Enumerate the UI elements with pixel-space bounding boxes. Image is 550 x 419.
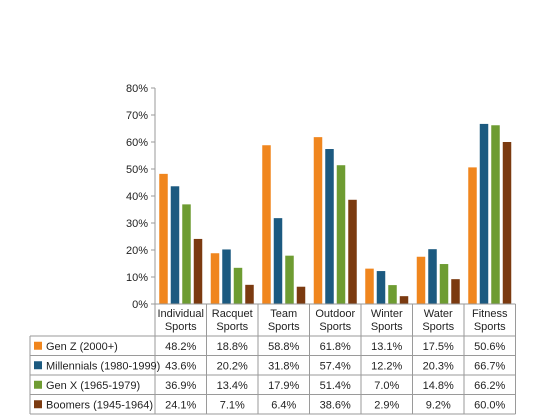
bar [388,285,397,304]
data-label: 24.1% [165,399,196,411]
data-label: 17.9% [268,380,299,392]
bar [502,142,512,304]
y-tick-label: 60% [126,137,148,149]
data-label: 50.6% [474,341,505,353]
axis-layer: 0% 10% 20% 30% 40% 50% 60% 70% 80% [126,83,156,311]
y-tick-label: 70% [126,110,148,122]
bar [222,249,231,304]
bar [182,204,191,304]
y-tick-label: 50% [126,164,148,176]
bar [159,173,168,304]
category-label: Racquet [212,308,253,320]
data-label: 66.2% [474,380,505,392]
data-label: 36.9% [165,380,196,392]
y-tick-label: 40% [126,191,148,203]
data-label: 51.4% [320,380,351,392]
y-tick-label: 10% [126,272,148,284]
data-label: 17.5% [423,341,454,353]
legend-label: Gen X (1965-1979) [46,380,140,392]
data-label: 60.0% [474,399,505,411]
bar [348,199,357,304]
category-label: Sports [165,321,197,333]
bar [193,238,203,304]
legend-swatch [34,400,42,409]
bar [336,165,346,304]
category-label: Sports [268,321,300,333]
bar [439,264,449,304]
bar [451,279,460,304]
bar [468,167,477,304]
data-label: 13.1% [371,341,402,353]
data-label: 7.0% [374,380,399,392]
category-label: Team [270,308,297,320]
bar [285,255,294,304]
category-label: Individual [158,308,204,320]
y-tick-label: 20% [126,245,148,257]
data-label: 6.4% [271,399,296,411]
bar-layer [159,123,512,304]
y-tick-label: 80% [126,83,148,95]
category-label: Sports [371,321,403,333]
bar [245,284,254,304]
legend-swatch [34,341,42,350]
category-label: Water [424,308,453,320]
category-label: Winter [371,308,403,320]
bar [262,145,271,304]
legend-label: Millennials (1980-1999) [46,360,160,372]
data-label: 58.8% [268,341,299,353]
data-label: 2.9% [374,399,399,411]
data-label: 9.2% [426,399,451,411]
data-label: 12.2% [371,360,402,372]
data-label: 20.2% [217,360,248,372]
category-label: Fitness [472,308,508,320]
category-label: Sports [422,321,454,333]
category-label: Outdoor [315,308,355,320]
bar [416,256,426,304]
bar [210,253,220,304]
bar [491,125,500,304]
data-label: 7.1% [220,399,245,411]
y-tick-label: 30% [126,218,148,230]
data-label: 14.8% [423,380,454,392]
data-label: 20.3% [423,360,454,372]
y-tick-label: 0% [132,299,148,311]
data-label: 38.6% [320,399,351,411]
bar [365,268,374,304]
bar [376,271,386,304]
category-label: Sports [474,321,506,333]
category-label: Sports [216,321,248,333]
data-label: 18.8% [217,341,248,353]
legend-label: Boomers (1945-1964) [46,399,153,411]
legend-swatch [34,380,42,389]
bar [399,296,409,304]
bar [296,286,306,304]
bar [233,267,243,304]
bar [325,149,334,304]
data-label: 66.7% [474,360,505,372]
bar [428,249,437,304]
data-label: 61.8% [320,341,351,353]
data-label: 57.4% [320,360,351,372]
bar [273,218,283,304]
data-label: 48.2% [165,341,196,353]
data-table: IndividualSportsRacquetSportsTeamSportsO… [29,303,516,415]
data-label: 31.8% [268,360,299,372]
bar [170,186,180,304]
category-label: Sports [319,321,351,333]
bar [479,123,489,304]
data-label: 43.6% [165,360,196,372]
bar [313,137,323,304]
legend-swatch [34,361,42,370]
data-label: 13.4% [217,380,248,392]
legend-label: Gen Z (2000+) [46,341,118,353]
